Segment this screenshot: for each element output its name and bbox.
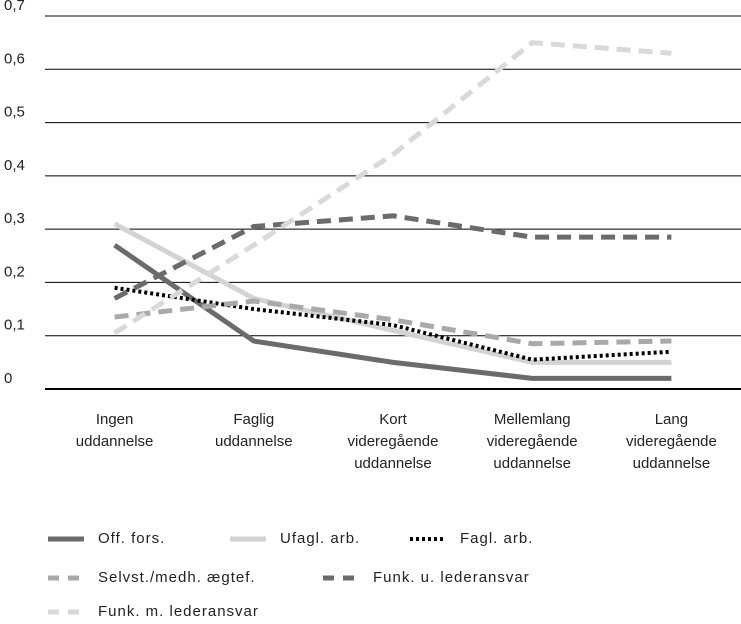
x-tick-label: Ingen uddannelse [76, 411, 154, 450]
series-line [114, 285, 672, 362]
legend-label: Fagl. arb. [460, 530, 533, 547]
series-line [113, 243, 672, 381]
series-line [114, 298, 672, 347]
series-line [113, 213, 672, 301]
x-tick-label: Kort videregående uddannelse [348, 411, 439, 472]
x-tick-label: Lang videregående uddannelse [626, 411, 717, 472]
series-line [113, 221, 672, 365]
y-tick-label: 0,3 [4, 210, 25, 227]
y-tick-label: 0,5 [4, 104, 25, 121]
legend-label: Selvst./medh. ægtef. [98, 569, 256, 586]
x-tick-label: Faglig uddannelse [215, 411, 293, 450]
y-tick-label: 0,7 [4, 0, 25, 14]
legend-label: Funk. u. lederansvar [373, 569, 530, 586]
legend-label: Off. fors. [98, 530, 165, 547]
y-tick-label: 0,4 [4, 157, 25, 174]
y-tick-label: 0,1 [4, 317, 25, 334]
legend-label: Ufagl. arb. [280, 530, 360, 547]
y-tick-label: 0,6 [4, 50, 25, 67]
y-tick-label: 0,2 [4, 263, 25, 280]
y-tick-label: 0 [4, 370, 12, 387]
series-line [113, 40, 672, 336]
x-tick-label: Mellemlang videregående uddannelse [487, 411, 578, 472]
legend-label: Funk. m. lederansvar [98, 603, 259, 620]
